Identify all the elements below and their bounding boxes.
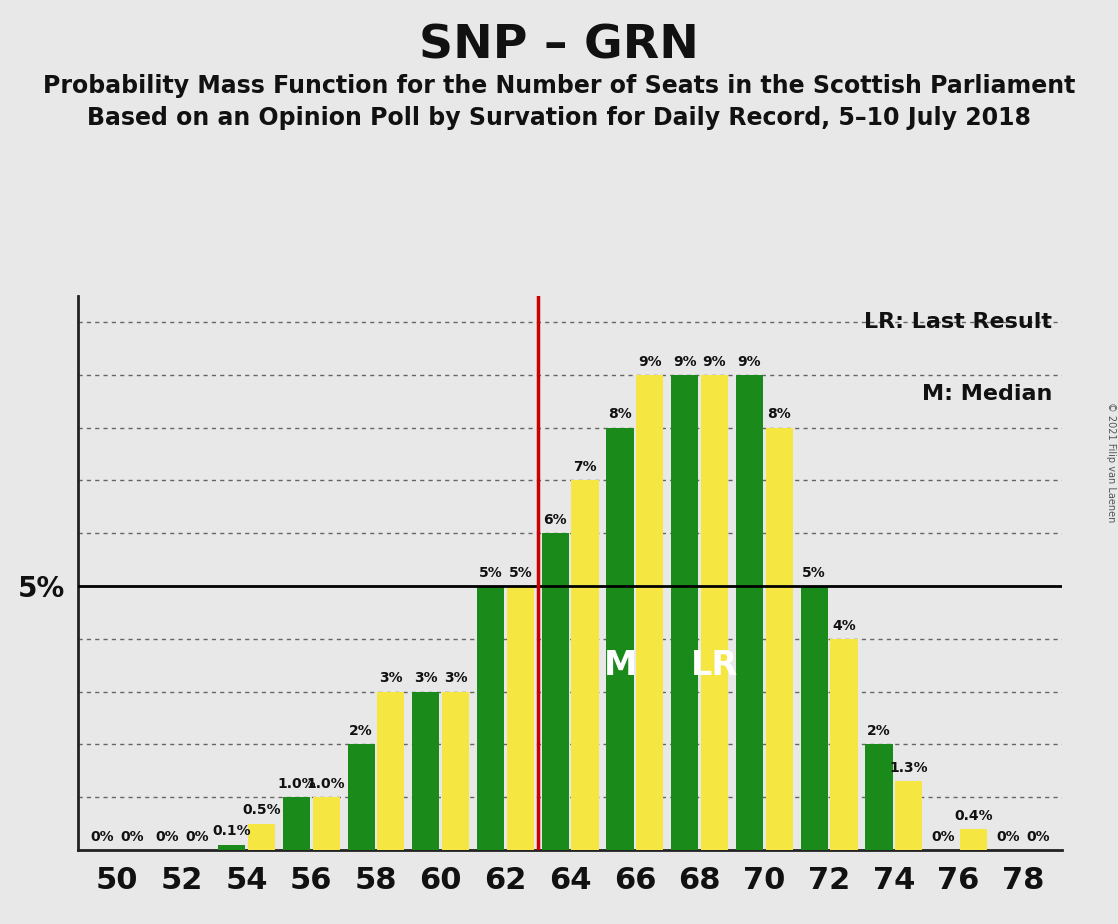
Bar bbox=[865, 745, 892, 850]
Text: 0%: 0% bbox=[155, 830, 179, 844]
Bar bbox=[896, 782, 922, 850]
Text: 4%: 4% bbox=[832, 618, 856, 633]
Text: 3%: 3% bbox=[444, 672, 467, 686]
Bar bbox=[218, 845, 245, 850]
Text: 9%: 9% bbox=[738, 355, 761, 369]
Text: 7%: 7% bbox=[574, 460, 597, 474]
Text: 0%: 0% bbox=[120, 830, 144, 844]
Bar bbox=[413, 692, 439, 850]
Text: 1.0%: 1.0% bbox=[306, 777, 345, 791]
Bar bbox=[348, 745, 375, 850]
Text: 6%: 6% bbox=[543, 513, 567, 527]
Bar bbox=[283, 797, 310, 850]
Text: 1.0%: 1.0% bbox=[277, 777, 315, 791]
Bar bbox=[442, 692, 470, 850]
Bar bbox=[800, 586, 827, 850]
Text: 0.5%: 0.5% bbox=[243, 803, 281, 818]
Text: 9%: 9% bbox=[638, 355, 662, 369]
Bar bbox=[831, 638, 858, 850]
Text: 9%: 9% bbox=[703, 355, 727, 369]
Bar bbox=[377, 692, 405, 850]
Text: 8%: 8% bbox=[608, 407, 632, 421]
Text: 1.3%: 1.3% bbox=[890, 761, 928, 775]
Text: SNP – GRN: SNP – GRN bbox=[419, 23, 699, 68]
Text: 0%: 0% bbox=[184, 830, 209, 844]
Text: © 2021 Filip van Laenen: © 2021 Filip van Laenen bbox=[1106, 402, 1116, 522]
Text: 0%: 0% bbox=[931, 830, 956, 844]
Bar bbox=[571, 480, 598, 850]
Text: 0.1%: 0.1% bbox=[212, 824, 250, 838]
Bar bbox=[477, 586, 504, 850]
Text: M: M bbox=[604, 649, 636, 682]
Text: 5%: 5% bbox=[803, 565, 826, 579]
Bar bbox=[701, 375, 728, 850]
Text: 5%: 5% bbox=[509, 565, 532, 579]
Text: 2%: 2% bbox=[349, 724, 373, 738]
Bar bbox=[736, 375, 764, 850]
Bar bbox=[671, 375, 699, 850]
Bar bbox=[606, 428, 634, 850]
Text: 3%: 3% bbox=[379, 672, 402, 686]
Bar bbox=[636, 375, 663, 850]
Text: 0.4%: 0.4% bbox=[954, 808, 993, 822]
Text: 0%: 0% bbox=[996, 830, 1021, 844]
Text: LR: Last Result: LR: Last Result bbox=[864, 312, 1052, 333]
Bar bbox=[506, 586, 534, 850]
Text: Probability Mass Function for the Number of Seats in the Scottish Parliament: Probability Mass Function for the Number… bbox=[42, 74, 1076, 98]
Text: M: Median: M: Median bbox=[922, 384, 1052, 405]
Bar bbox=[248, 823, 275, 850]
Text: 5%: 5% bbox=[479, 565, 502, 579]
Bar bbox=[960, 829, 987, 850]
Bar bbox=[313, 797, 340, 850]
Text: 2%: 2% bbox=[868, 724, 891, 738]
Text: 0%: 0% bbox=[91, 830, 114, 844]
Text: 9%: 9% bbox=[673, 355, 697, 369]
Bar bbox=[542, 533, 569, 850]
Text: LR: LR bbox=[691, 649, 738, 682]
Text: 0%: 0% bbox=[1026, 830, 1050, 844]
Text: Based on an Opinion Poll by Survation for Daily Record, 5–10 July 2018: Based on an Opinion Poll by Survation fo… bbox=[87, 106, 1031, 130]
Text: 8%: 8% bbox=[767, 407, 792, 421]
Text: 3%: 3% bbox=[414, 672, 437, 686]
Bar bbox=[766, 428, 793, 850]
